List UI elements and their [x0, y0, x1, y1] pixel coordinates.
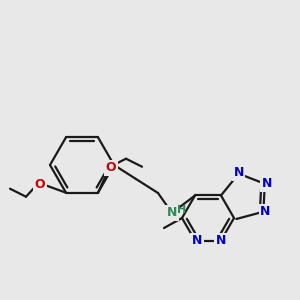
Text: N: N [260, 205, 271, 218]
Text: N: N [262, 177, 272, 190]
Text: O: O [35, 178, 45, 191]
Text: N: N [167, 206, 177, 220]
Text: N: N [216, 234, 226, 247]
Text: H: H [177, 205, 187, 215]
Text: N: N [192, 234, 202, 247]
Text: N: N [233, 166, 244, 179]
Text: O: O [106, 161, 116, 174]
